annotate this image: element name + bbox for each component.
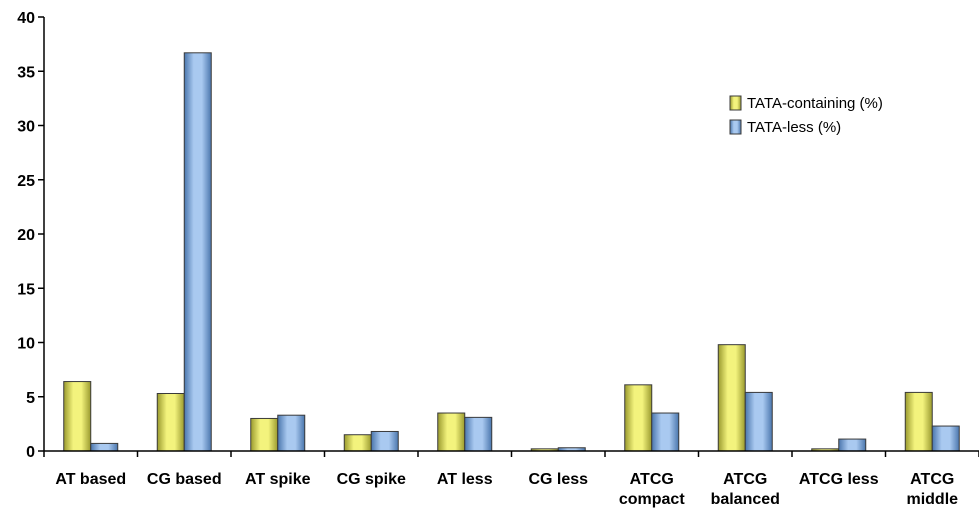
bar-tata-containing-3 (343, 434, 372, 452)
bar-tata-less-1 (183, 52, 212, 452)
y-tick-label: 20 (17, 227, 35, 244)
y-tick-label: 10 (17, 336, 35, 353)
bar-tata-less-3 (370, 430, 399, 452)
x-tick-label: CG based (147, 471, 222, 488)
y-tick-label: 0 (26, 444, 35, 461)
y-tick-label: 5 (26, 390, 35, 407)
x-tick-label: AT based (55, 471, 126, 488)
x-tick-label: ATCG compact (619, 471, 685, 508)
bar-tata-less-8 (838, 438, 867, 452)
x-tick-label: CG spike (337, 471, 406, 488)
bar-tata-less-6 (651, 412, 680, 452)
legend-swatch-tata-less (729, 119, 742, 135)
y-tick-label: 35 (17, 64, 35, 81)
bar-tata-containing-2 (250, 417, 279, 452)
bar-tata-containing-1 (156, 392, 185, 452)
y-tick-label: 30 (17, 119, 35, 136)
legend-swatch-tata-containing (729, 95, 742, 111)
x-tick-label: CG less (528, 471, 588, 488)
bars-group (63, 52, 960, 452)
bar-tata-containing-9 (904, 391, 933, 452)
x-tick-label: ATCG middle (906, 471, 958, 508)
bar-tata-less-2 (277, 414, 306, 452)
bar-tata-less-9 (931, 425, 960, 452)
x-tick-label: AT less (437, 471, 493, 488)
bar-tata-less-0 (90, 442, 119, 452)
bar-tata-containing-6 (624, 384, 653, 452)
legend-label-tata-containing: TATA-containing (%) (747, 95, 883, 112)
bar-tata-containing-4 (437, 412, 466, 452)
bar-tata-containing-7 (717, 344, 746, 452)
bar-tata-containing-0 (63, 381, 92, 452)
y-tick-label: 15 (17, 281, 35, 298)
legend: TATA-containing (%) TATA-less (%) (729, 95, 883, 136)
bar-tata-less-4 (464, 416, 493, 452)
y-tick-label: 25 (17, 173, 35, 190)
x-tick-label: ATCG balanced (711, 471, 780, 508)
legend-label-tata-less: TATA-less (%) (747, 119, 841, 136)
y-tick-label: 40 (17, 10, 35, 27)
x-tick-label: AT spike (245, 471, 311, 488)
axes-group: 0 5 10 15 20 25 30 35 40 AT based CG based AT spike… (17, 10, 979, 508)
bar-tata-less-7 (744, 391, 773, 452)
x-tick-label: ATCG less (799, 471, 879, 488)
